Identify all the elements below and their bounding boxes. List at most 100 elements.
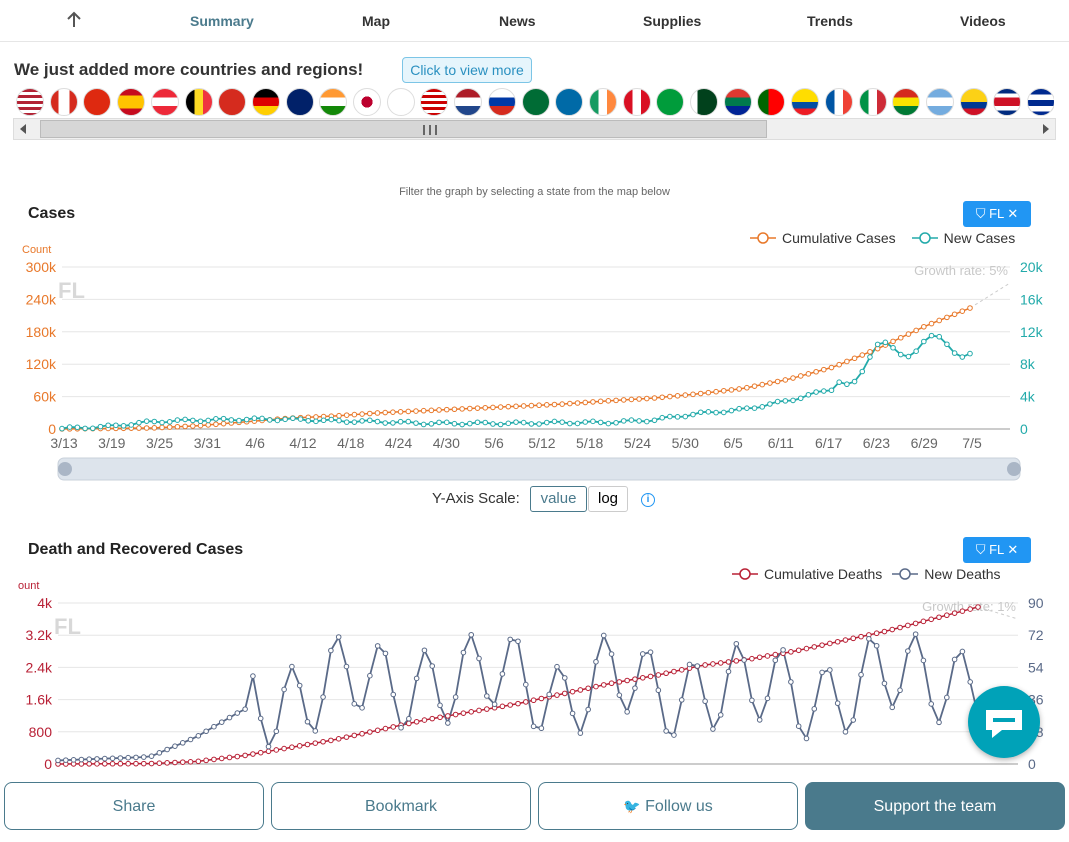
deaths-new-point[interactable] (468, 631, 475, 638)
deaths-new-point[interactable] (554, 663, 560, 670)
cases-cumulative-point[interactable] (405, 408, 412, 415)
cases-new-point[interactable] (628, 417, 635, 423)
cases-new-point[interactable] (828, 387, 835, 394)
cases-cumulative-point[interactable] (136, 425, 142, 431)
deaths-new-point[interactable] (94, 756, 100, 762)
deaths-cumulative-point[interactable] (967, 606, 974, 612)
deaths-cumulative-point[interactable] (795, 647, 802, 654)
flag-south-africa-icon[interactable] (723, 88, 752, 116)
deaths-new-point[interactable] (476, 655, 482, 662)
cases-new-point[interactable] (505, 420, 512, 427)
deaths-new-point[interactable] (764, 695, 771, 702)
deaths-cumulative-point[interactable] (632, 676, 638, 682)
deaths-new-point[interactable] (148, 753, 155, 759)
flag-india-icon[interactable] (319, 88, 348, 116)
cases-new-point[interactable] (790, 397, 796, 404)
cases-new-point[interactable] (690, 411, 696, 418)
deaths-new-point[interactable] (491, 701, 498, 708)
deaths-cumulative-series-line[interactable] (57, 606, 979, 765)
cases-new-point[interactable] (89, 425, 96, 432)
deaths-new-point[interactable] (928, 701, 935, 707)
cases-cumulative-point[interactable] (805, 371, 812, 377)
cases-new-point[interactable] (174, 417, 181, 423)
deaths-cumulative-point[interactable] (437, 714, 443, 721)
cases-cumulative-point[interactable] (166, 424, 173, 430)
deaths-new-point[interactable] (289, 663, 295, 670)
deaths-cumulative-point[interactable] (101, 760, 108, 767)
deaths-cumulative-point[interactable] (710, 661, 716, 667)
range-handle-right-icon[interactable] (1007, 462, 1021, 476)
deaths-new-point[interactable] (445, 720, 451, 726)
deaths-new-point[interactable] (172, 743, 178, 749)
cases-cumulative-point[interactable] (782, 377, 789, 383)
cases-new-point[interactable] (136, 419, 142, 426)
deaths-new-point[interactable] (819, 669, 825, 676)
deaths-new-point[interactable] (959, 648, 966, 655)
deaths-cumulative-point[interactable] (600, 682, 607, 688)
cases-new-point[interactable] (397, 418, 404, 425)
cases-new-point[interactable] (213, 416, 219, 422)
deaths-new-point[interactable] (203, 728, 209, 735)
deaths-new-point[interactable] (538, 725, 545, 732)
cases-new-point[interactable] (567, 420, 573, 427)
cases-new-point[interactable] (667, 413, 673, 420)
cases-cumulative-point[interactable] (366, 410, 373, 417)
deaths-cumulative-point[interactable] (335, 736, 342, 742)
deaths-new-point[interactable] (125, 754, 131, 761)
deaths-new-point[interactable] (70, 757, 77, 763)
cases-new-point[interactable] (182, 416, 188, 423)
cases-new-point[interactable] (905, 353, 912, 360)
cases-new-point[interactable] (205, 417, 212, 424)
cases-cumulative-point[interactable] (574, 400, 581, 406)
flag-germany-icon[interactable] (251, 88, 280, 116)
cases-new-point[interactable] (236, 417, 242, 424)
deaths-cumulative-point[interactable] (959, 608, 966, 614)
deaths-cumulative-point[interactable] (538, 695, 545, 702)
cases-cumulative-point[interactable] (213, 421, 219, 428)
cases-new-point[interactable] (320, 417, 327, 424)
cases-new-point[interactable] (274, 417, 281, 424)
cases-new-point[interactable] (351, 419, 358, 425)
deaths-cumulative-point[interactable] (257, 749, 264, 756)
deaths-new-point[interactable] (733, 640, 740, 647)
cases-new-point[interactable] (767, 401, 773, 407)
cases-new-point[interactable] (859, 368, 866, 375)
cases-cumulative-point[interactable] (397, 409, 404, 415)
deaths-new-point[interactable] (873, 642, 880, 649)
deaths-cumulative-point[interactable] (671, 668, 677, 675)
cases-cumulative-point[interactable] (605, 398, 612, 404)
cases-cumulative-point[interactable] (613, 397, 619, 404)
cases-range-slider[interactable] (57, 457, 1021, 481)
flag-france-icon[interactable] (824, 88, 853, 116)
cases-cumulative-point[interactable] (697, 390, 704, 397)
deaths-new-point[interactable] (678, 697, 685, 703)
deaths-cumulative-point[interactable] (468, 709, 475, 715)
cases-new-point[interactable] (644, 418, 650, 425)
cases-cumulative-point[interactable] (428, 407, 435, 414)
cases-new-point[interactable] (251, 415, 258, 422)
deaths-cumulative-point[interactable] (827, 640, 833, 647)
deaths-new-point[interactable] (647, 649, 654, 655)
cases-cumulative-point[interactable] (774, 378, 781, 385)
deaths-cumulative-point[interactable] (234, 753, 241, 760)
deaths-cumulative-point[interactable] (593, 683, 599, 690)
deaths-new-point[interactable] (343, 663, 350, 670)
range-handle-left-icon[interactable] (58, 462, 72, 476)
cases-new-point[interactable] (967, 350, 973, 357)
deaths-new-point[interactable] (756, 717, 763, 723)
deaths-cumulative-point[interactable] (616, 679, 623, 685)
cases-new-point[interactable] (497, 421, 504, 428)
deaths-new-point[interactable] (273, 728, 280, 735)
deaths-new-point[interactable] (86, 756, 92, 763)
deaths-cumulative-point[interactable] (460, 710, 467, 716)
deaths-cumulative-point[interactable] (717, 660, 724, 666)
cases-cumulative-point[interactable] (651, 395, 658, 401)
deaths-new-point[interactable] (827, 667, 833, 673)
cases-new-point[interactable] (228, 417, 235, 423)
deaths-cumulative-point[interactable] (819, 642, 825, 648)
deaths-new-point[interactable] (788, 679, 794, 685)
deaths-cumulative-point[interactable] (86, 761, 92, 767)
legend-new-cases[interactable]: New Cases (943, 230, 1016, 246)
cases-cumulative-point[interactable] (528, 402, 535, 409)
flag-united-states-icon[interactable] (16, 88, 44, 116)
